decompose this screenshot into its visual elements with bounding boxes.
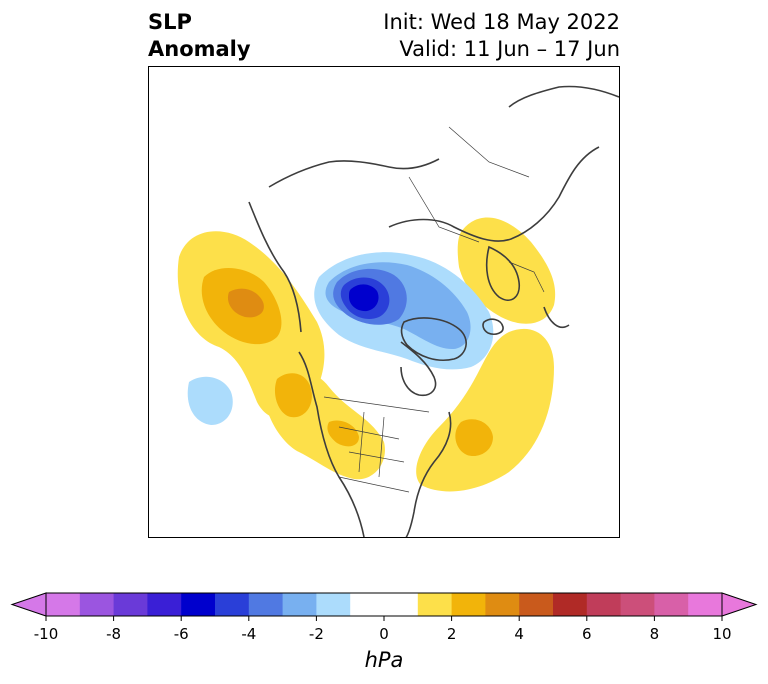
coastline-hudson-bay [400, 341, 437, 397]
colorbar-cell [553, 593, 588, 616]
coastline-siberia [268, 158, 440, 188]
colorbar-cell [417, 593, 453, 616]
title-line-2: Anomaly [148, 37, 251, 61]
colorbar-cell [485, 593, 520, 616]
coastline-iceland [482, 318, 504, 335]
colorbar-tick-label: 8 [649, 625, 660, 643]
coastline-europe-west [543, 306, 570, 329]
colorbar-cell [215, 593, 250, 616]
border-europe [508, 261, 545, 293]
colorbar-tick-label: 4 [514, 625, 524, 643]
colorbar-cell [350, 593, 385, 616]
colorbar-unit: hPa [364, 648, 404, 672]
coastline-alaska [248, 201, 302, 333]
colorbar-cell [620, 593, 655, 616]
map-svg [177, 85, 619, 537]
anomaly-westus-2 [274, 373, 312, 418]
anomaly-westus-2b [327, 420, 359, 447]
coastlines [248, 85, 619, 537]
colorbar-cell [688, 593, 723, 616]
border-russia [408, 176, 480, 243]
colorbar-cell [181, 593, 216, 616]
coastline-scandinavia [485, 245, 521, 301]
colorbar-tick-label: -8 [106, 625, 122, 643]
coastline-east-asia [508, 85, 619, 108]
anomaly-pacific-4 [227, 288, 264, 318]
init-date: Init: Wed 18 May 2022 [383, 10, 620, 34]
colorbar-cell [316, 593, 351, 616]
colorbar-extend-max [721, 592, 758, 617]
border-us-canada [323, 396, 430, 413]
border-china [448, 126, 530, 178]
init-valid-info: Init: Wed 18 May 2022 Valid: 11 Jun – 17… [383, 9, 620, 63]
colorbar-cell [113, 593, 148, 616]
coastline-greenland [400, 317, 467, 361]
colorbar-extend-min [10, 592, 47, 617]
colorbar-cell [46, 593, 81, 616]
colorbar-tick-label: -6 [173, 625, 189, 643]
anomaly-fills [177, 217, 556, 492]
colorbar-tick-label: -10 [33, 625, 59, 643]
colorbar-tick-label: 6 [582, 625, 592, 643]
political-borders [323, 126, 545, 493]
chart-title: SLP Anomaly [148, 9, 251, 63]
anomaly-subtropical-pacific [187, 376, 233, 425]
colorbar-tick-label: 10 [712, 625, 732, 643]
colorbar-tick-label: 0 [379, 625, 389, 643]
anomaly-atlantic-2 [455, 419, 493, 457]
colorbar-tick-label: 2 [446, 625, 457, 643]
anomaly-atlantic-outer [416, 328, 554, 492]
colorbar-cell [654, 593, 689, 616]
coastline-eurasia-north [388, 146, 600, 242]
colorbar-tick-label: -2 [308, 625, 324, 643]
valid-range: Valid: 11 Jun – 17 Jun [399, 37, 620, 61]
title-line-1: SLP [148, 10, 192, 34]
colorbar-cell [282, 593, 317, 616]
colorbar [10, 592, 758, 621]
colorbar-cell [519, 593, 554, 616]
colorbar-tick-label: -4 [241, 625, 257, 643]
colorbar-cell [147, 593, 182, 616]
colorbar-cell [451, 593, 486, 616]
state-lines [338, 411, 405, 478]
colorbar-cell [248, 593, 284, 616]
map-panel [148, 66, 620, 538]
colorbar-cell [384, 593, 419, 616]
anomaly-arctic-5 [349, 284, 379, 312]
coastline-east-north-america [405, 411, 452, 537]
colorbar-cell [79, 593, 115, 616]
anomaly-russia-outer [457, 217, 556, 324]
coastline-north-america-west [298, 351, 365, 537]
border-us-mexico [338, 476, 410, 493]
colorbar-cell [586, 593, 622, 616]
